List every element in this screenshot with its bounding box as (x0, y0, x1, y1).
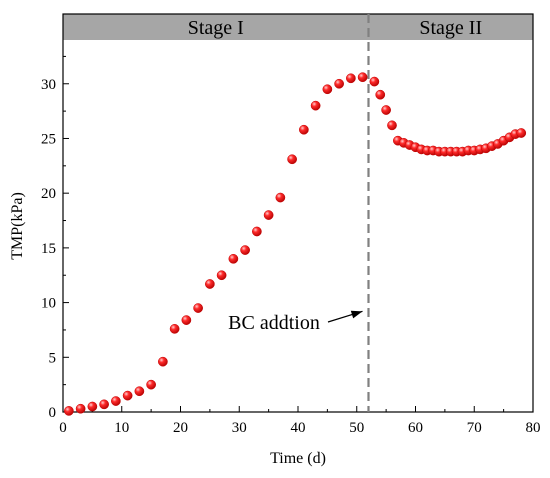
data-point (158, 356, 168, 367)
x-tick-label: 40 (291, 420, 306, 436)
data-point (357, 72, 368, 83)
x-tick-label: 30 (232, 420, 247, 436)
stage-label: Stage II (419, 17, 482, 39)
y-tick-label: 15 (41, 241, 56, 257)
stage-band: Stage I Stage II (63, 14, 533, 40)
data-point (205, 279, 215, 289)
data-point (87, 401, 98, 412)
x-tick-label: 70 (467, 420, 482, 436)
y-axis-label: TMP(kPa) (9, 192, 26, 260)
annotation-arrow-head (350, 310, 363, 319)
data-point (287, 154, 297, 165)
data-point (387, 120, 397, 131)
data-point (275, 192, 286, 203)
plot-border (62, 13, 534, 413)
data-point (252, 226, 262, 237)
data-point (111, 396, 121, 406)
data-point (122, 390, 133, 401)
data-point (375, 89, 386, 100)
data-point (516, 128, 527, 138)
data-point (346, 73, 356, 84)
data-point (240, 245, 250, 255)
y-tick-label: 25 (41, 131, 56, 147)
data-point (134, 386, 145, 397)
data-point (75, 403, 86, 414)
data-point (216, 270, 227, 281)
data-point (228, 253, 239, 264)
data-point (99, 399, 109, 410)
annotation-label: BC addtion (228, 312, 320, 334)
x-tick-label: 50 (349, 420, 364, 436)
data-point (310, 100, 321, 111)
stage-band-background (63, 14, 533, 40)
x-tick-label: 20 (173, 420, 188, 436)
x-axis: 0 10 20 30 40 50 60 70 80 (59, 406, 541, 436)
y-tick-label: 0 (49, 405, 57, 421)
data-point (146, 379, 156, 390)
plot-area (62, 13, 534, 413)
y-tick-label: 30 (41, 77, 56, 93)
x-tick-label: 80 (526, 420, 541, 436)
bc-addition-annotation: BC addtion (228, 310, 363, 334)
data-point (369, 76, 380, 87)
y-tick-label: 5 (49, 350, 57, 366)
data-point (181, 315, 192, 325)
x-tick-label: 10 (114, 420, 129, 436)
data-point (193, 303, 203, 313)
data-point (169, 323, 180, 334)
y-tick-label: 20 (41, 186, 56, 202)
x-tick-label: 0 (59, 420, 67, 436)
x-tick-label: 60 (408, 420, 423, 436)
data-point (299, 124, 309, 135)
data-point (263, 210, 274, 220)
data-series (64, 72, 527, 416)
x-axis-label: Time (d) (270, 450, 326, 467)
stage-label: Stage I (188, 17, 244, 39)
data-point (64, 406, 74, 416)
data-point (381, 105, 391, 115)
data-point (322, 84, 333, 95)
y-tick-label: 10 (41, 296, 56, 312)
y-axis: 0 5 10 15 20 25 30 (41, 55, 69, 421)
data-point (334, 78, 344, 89)
